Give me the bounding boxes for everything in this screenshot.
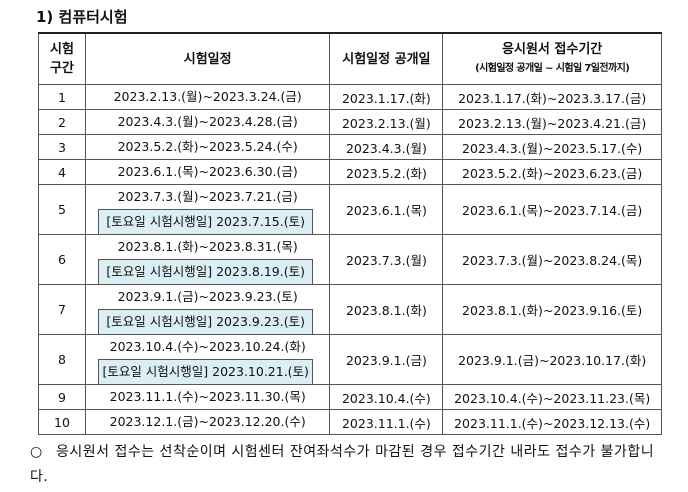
row-number: 7 bbox=[38, 284, 86, 335]
open-date: 2023.1.17.(화) bbox=[329, 84, 444, 110]
header-text: 시험일정 bbox=[183, 51, 232, 67]
open-date: 2023.4.3.(월) bbox=[329, 134, 444, 160]
header-cell: 응시원서 접수기간 (시험일정 공개일 ~ 시험일 7일전까지) bbox=[442, 32, 662, 85]
header-cell: 시험일정 공개일 bbox=[329, 32, 444, 85]
open-date: 2023.5.2.(화) bbox=[329, 159, 444, 185]
row-number: 10 bbox=[38, 409, 86, 435]
row-number: 8 bbox=[38, 334, 86, 385]
application-period: 2023.6.1.(목)~2023.7.14.(금) bbox=[442, 184, 662, 235]
schedule-cell: 2023.12.1.(금)~2023.12.20.(수) bbox=[84, 409, 331, 435]
row-number: 2 bbox=[38, 109, 86, 135]
header-cell: 시험일정 bbox=[84, 32, 331, 85]
schedule: 2023.4.3.(월)~2023.4.28.(금) bbox=[117, 114, 298, 129]
schedule: 2023.12.1.(금)~2023.12.20.(수) bbox=[109, 414, 306, 429]
schedule-cell: 2023.10.4.(수)~2023.10.24.(화) [토요일 시험시행일] … bbox=[84, 334, 331, 385]
header-text: 시험일정 공개일 bbox=[342, 51, 431, 67]
open-date: 2023.2.13.(월) bbox=[329, 109, 444, 135]
schedule: 2023.6.1.(목)~2023.6.30.(금) bbox=[117, 164, 298, 179]
row-number: 6 bbox=[38, 234, 86, 285]
table-body: 1 2023.2.13.(월)~2023.3.24.(금) 2023.1.17.(화… bbox=[38, 84, 662, 435]
row-number: 1 bbox=[38, 84, 86, 110]
application-period: 2023.10.4.(수)~2023.11.23.(목) bbox=[442, 384, 662, 410]
schedule: 2023.11.1.(수)~2023.11.30.(목) bbox=[109, 389, 306, 404]
application-period: 2023.1.17.(화)~2023.3.17.(금) bbox=[442, 84, 662, 110]
application-period: 2023.7.3.(월)~2023.8.24.(목) bbox=[442, 234, 662, 285]
schedule-cell: 2023.9.1.(금)~2023.9.23.(토) [토요일 시험시행일] 20… bbox=[84, 284, 331, 335]
row-number: 4 bbox=[38, 159, 86, 185]
table-row: 10 2023.12.1.(금)~2023.12.20.(수) 2023.11.1.… bbox=[38, 409, 662, 435]
row-number: 3 bbox=[38, 134, 86, 160]
schedule: 2023.2.13.(월)~2023.3.24.(금) bbox=[113, 89, 302, 104]
schedule-cell: 2023.8.1.(화)~2023.8.31.(목) [토요일 시험시행일] 20… bbox=[84, 234, 331, 285]
table-row: 1 2023.2.13.(월)~2023.3.24.(금) 2023.1.17.(화… bbox=[38, 84, 662, 110]
application-period: 2023.11.1.(수)~2023.12.13.(수) bbox=[442, 409, 662, 435]
table-row: 8 2023.10.4.(수)~2023.10.24.(화) [토요일 시험시행일]… bbox=[38, 334, 662, 385]
note: ○ 응시원서 접수는 선착순이며 시험센터 잔여좌석수가 마감된 경우 접수기간 … bbox=[30, 440, 670, 490]
table-row: 6 2023.8.1.(화)~2023.8.31.(목) [토요일 시험시행일] 2… bbox=[38, 234, 662, 285]
schedule-cell: 2023.5.2.(화)~2023.5.24.(수) bbox=[84, 134, 331, 160]
schedule: 2023.10.4.(수)~2023.10.24.(화) bbox=[109, 339, 306, 354]
schedule: 2023.5.2.(화)~2023.5.24.(수) bbox=[117, 139, 298, 154]
application-period: 2023.9.1.(금)~2023.10.17.(화) bbox=[442, 334, 662, 385]
table-row: 9 2023.11.1.(수)~2023.11.30.(목) 2023.10.4.(… bbox=[38, 384, 662, 410]
open-date: 2023.6.1.(목) bbox=[329, 184, 444, 235]
application-period: 2023.2.13.(월)~2023.4.21.(금) bbox=[442, 109, 662, 135]
saturday-date: [토요일 시험시행일] 2023.10.21.(토) bbox=[97, 359, 314, 384]
application-period: 2023.8.1.(화)~2023.9.16.(토) bbox=[442, 284, 662, 335]
open-date: 2023.7.3.(월) bbox=[329, 234, 444, 285]
schedule-cell: 2023.6.1.(목)~2023.6.30.(금) bbox=[84, 159, 331, 185]
section-title: 1) 컴퓨터시험 bbox=[36, 8, 128, 26]
open-date: 2023.10.4.(수) bbox=[329, 384, 444, 410]
saturday-date: [토요일 시험시행일] 2023.7.15.(토) bbox=[97, 209, 314, 234]
application-period: 2023.4.3.(월)~2023.5.17.(수) bbox=[442, 134, 662, 160]
table-row: 5 2023.7.3.(월)~2023.7.21.(금) [토요일 시험시행일] 2… bbox=[38, 184, 662, 235]
table-row: 4 2023.6.1.(목)~2023.6.30.(금) 2023.5.2.(화) 2… bbox=[38, 159, 662, 185]
table-row: 3 2023.5.2.(화)~2023.5.24.(수) 2023.4.3.(월) 2… bbox=[38, 134, 662, 160]
open-date: 2023.8.1.(화) bbox=[329, 284, 444, 335]
application-period: 2023.5.2.(화)~2023.6.23.(금) bbox=[442, 159, 662, 185]
bullet: ○ bbox=[30, 444, 43, 460]
saturday-date: [토요일 시험시행일] 2023.9.23.(토) bbox=[97, 309, 314, 334]
header-text: 시험 bbox=[49, 42, 74, 57]
open-date: 2023.11.1.(수) bbox=[329, 409, 444, 435]
schedule-cell: 2023.2.13.(월)~2023.3.24.(금) bbox=[84, 84, 331, 110]
note-text: 응시원서 접수는 선착순이며 시험센터 잔여좌석수가 마감된 경우 접수기간 내… bbox=[30, 444, 655, 485]
row-number: 9 bbox=[38, 384, 86, 410]
header-subtext: (시험일정 공개일 ~ 시험일 7일전까지) bbox=[475, 63, 630, 74]
schedule-cell: 2023.4.3.(월)~2023.4.28.(금) bbox=[84, 109, 331, 135]
schedule: 2023.8.1.(화)~2023.8.31.(목) bbox=[117, 239, 298, 254]
table-row: 7 2023.9.1.(금)~2023.9.23.(토) [토요일 시험시행일] 2… bbox=[38, 284, 662, 335]
schedule: 2023.9.1.(금)~2023.9.23.(토) bbox=[117, 289, 298, 304]
schedule: 2023.7.3.(월)~2023.7.21.(금) bbox=[117, 189, 298, 204]
schedule-cell: 2023.7.3.(월)~2023.7.21.(금) [토요일 시험시행일] 20… bbox=[84, 184, 331, 235]
header-text: 응시원서 접수기간 bbox=[502, 42, 603, 57]
table-row: 2 2023.4.3.(월)~2023.4.28.(금) 2023.2.13.(월)… bbox=[38, 109, 662, 135]
row-number: 5 bbox=[38, 184, 86, 235]
saturday-date: [토요일 시험시행일] 2023.8.19.(토) bbox=[97, 259, 314, 284]
open-date: 2023.9.1.(금) bbox=[329, 334, 444, 385]
header-subtext: 구간 bbox=[49, 61, 74, 76]
schedule-cell: 2023.11.1.(수)~2023.11.30.(목) bbox=[84, 384, 331, 410]
